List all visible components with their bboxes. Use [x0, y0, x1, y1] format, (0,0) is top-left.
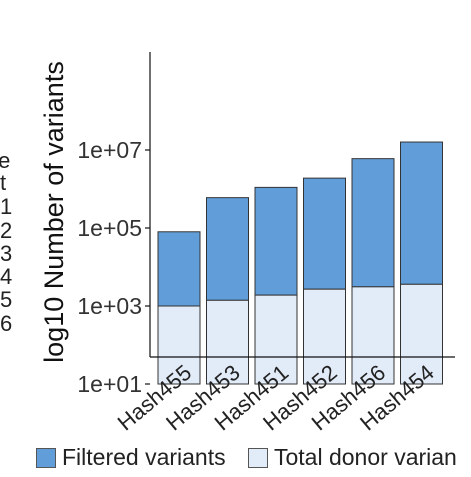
bar-total-donor-Hash455: [157, 305, 201, 385]
legend-swatch-filtered: [36, 447, 56, 468]
y-tick-label-0: 1e+01: [77, 371, 142, 397]
left-fragment-2: 1: [0, 194, 13, 219]
y-tick-label-1: 1e+03: [77, 293, 142, 319]
bar-total-donor-Hash452: [303, 288, 346, 385]
left-fragment-6: 5: [0, 287, 13, 312]
y-tick-label-3: 1e+07: [77, 137, 142, 163]
left-fragment-5: 4: [0, 264, 13, 289]
legend-label-filtered: Filtered variants: [62, 444, 226, 470]
left-fragment-0: /e: [0, 148, 11, 173]
legend-swatch-total-donor: [248, 447, 268, 468]
legend-label-total-donor: Total donor varian: [274, 444, 457, 470]
y-axis-title: log10 Number of variants: [39, 61, 69, 363]
legend-item-filtered: Filtered variants: [36, 444, 226, 471]
bar-total-donor-Hash454: [400, 283, 443, 385]
bar-total-donor-Hash451: [254, 294, 298, 385]
left-fragment-3: 2: [0, 218, 13, 243]
y-tick-label-2: 1e+05: [77, 215, 142, 241]
bar-total-donor-Hash453: [206, 299, 249, 385]
bar-filtered-Hash456: [351, 158, 395, 288]
bar-total-donor-Hash456: [351, 286, 395, 385]
bar-filtered-Hash454: [400, 141, 443, 285]
bar-filtered-Hash455: [157, 231, 201, 307]
left-fragment-7: 6: [0, 311, 13, 336]
bar-filtered-Hash452: [303, 177, 346, 290]
bar-filtered-Hash451: [254, 186, 298, 296]
left-fragment-4: 3: [0, 241, 13, 266]
left-fragment-1: t: [0, 170, 7, 195]
bar-filtered-Hash453: [206, 197, 249, 301]
legend-item-total-donor: Total donor varian: [248, 444, 457, 471]
